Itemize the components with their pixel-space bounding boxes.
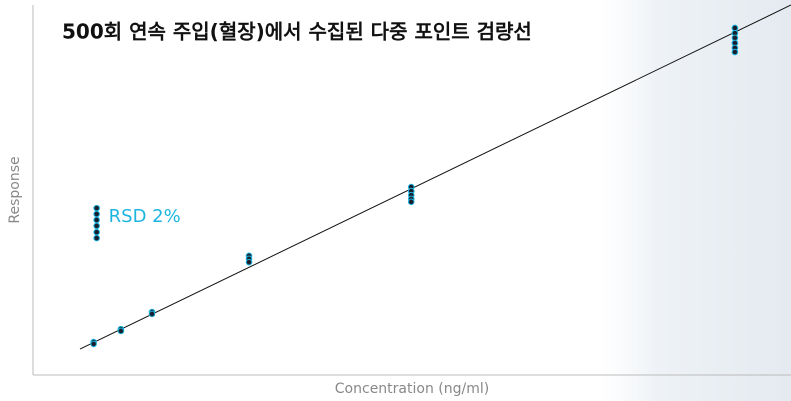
chart-title: 500회 연속 주입(혈장)에서 수집된 다중 포인트 검량선 (62, 20, 532, 44)
x-axis-label: Concentration (ng/ml) (335, 381, 489, 397)
data-point (148, 310, 156, 318)
data-point (93, 222, 100, 230)
data-point (93, 204, 100, 212)
data-point (93, 216, 100, 224)
data-point (90, 340, 97, 348)
data-point (731, 48, 739, 56)
fit-line (79, 4, 791, 350)
background-image (600, 0, 791, 401)
annotation: RSD 2% (109, 206, 181, 227)
data-point (407, 198, 415, 206)
data-point (117, 327, 125, 335)
data-point (93, 234, 100, 242)
data-point (93, 210, 100, 218)
y-axis-label: Response (7, 156, 23, 223)
data-point (93, 228, 100, 236)
data-point (245, 258, 253, 266)
